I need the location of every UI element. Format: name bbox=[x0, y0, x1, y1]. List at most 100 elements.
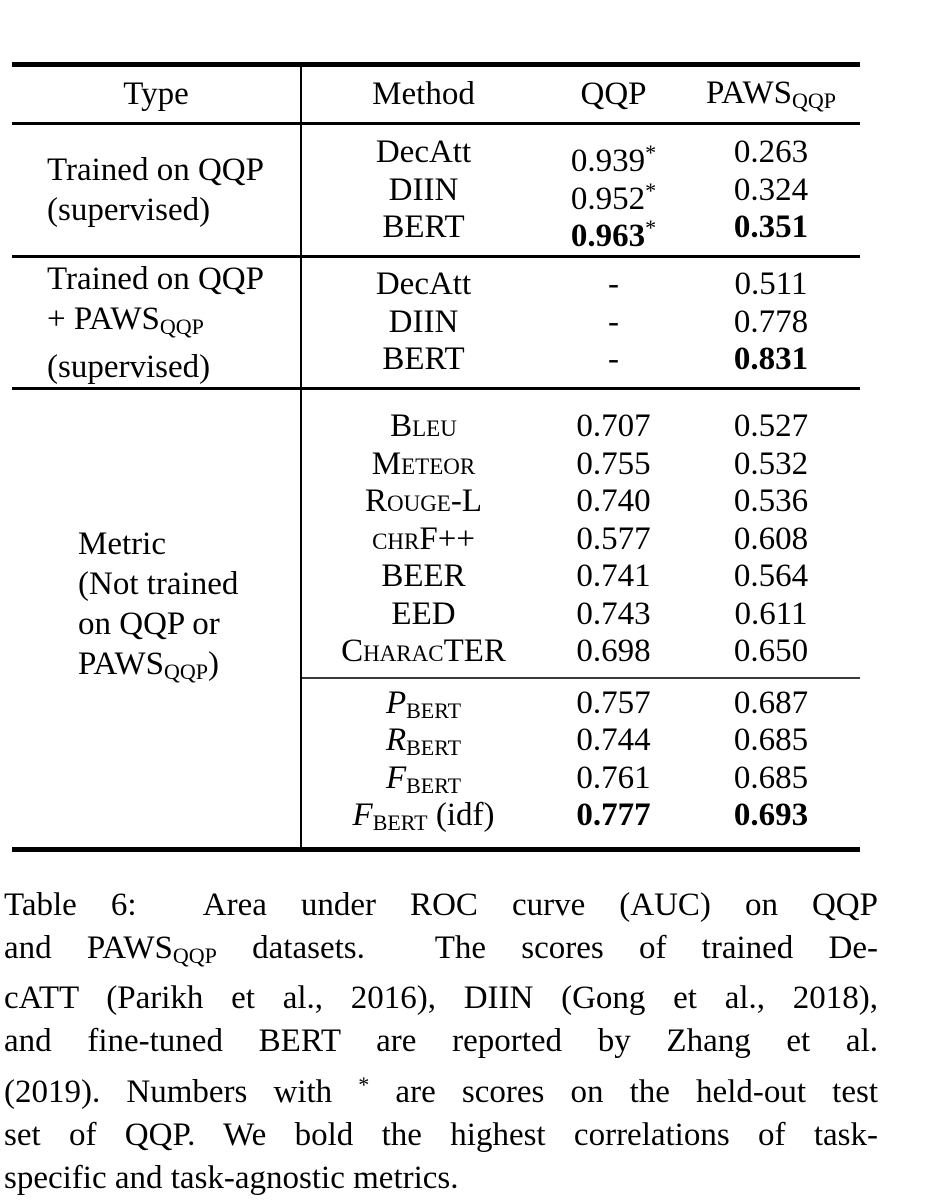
paws-cell: 0.564 bbox=[733, 558, 809, 594]
qqp-cell: 0.743 bbox=[576, 595, 651, 632]
group-metrics: Metric (Not trained on QQP or PAWSQQP) B… bbox=[12, 390, 860, 847]
type-line-text: + PAWS bbox=[47, 300, 160, 337]
group2-type-cell: Trained on QQP + PAWSQQP (supervised) bbox=[12, 258, 302, 387]
qqp-cell: 0.740 bbox=[576, 483, 651, 519]
header-type: Type bbox=[12, 67, 302, 122]
qqp-cell: 0.963* bbox=[545, 209, 682, 254]
table-row: FBERT (idf) 0.777 0.693 bbox=[302, 797, 860, 835]
group1-rows: DecAtt 0.939* 0.263 DIIN 0.952* 0.324 BE… bbox=[302, 125, 860, 255]
caption-text: (2019). Numbers with bbox=[4, 1074, 359, 1110]
table-row: BERT - 0.831 bbox=[302, 341, 860, 379]
star-superscript: * bbox=[645, 140, 657, 165]
group2-rows: DecAtt - 0.511 DIIN - 0.778 BERT - 0.831 bbox=[302, 258, 860, 387]
results-table: Type Method QQP PAWSQQP Trained on QQP (… bbox=[12, 62, 860, 852]
method-cell: EED bbox=[391, 595, 456, 632]
qqp-cell: 0.707 bbox=[576, 408, 651, 444]
caption-text: datasets. The scores of trained De- bbox=[216, 930, 878, 966]
paws-cell: 0.527 bbox=[733, 408, 809, 444]
table-row: DIIN 0.952* 0.324 bbox=[302, 171, 860, 217]
type-line: (supervised) bbox=[47, 192, 211, 228]
bertscore-letter: P bbox=[385, 684, 407, 721]
type-line: Trained on QQP bbox=[47, 152, 264, 188]
group3-rows: Bleu 0.707 0.527 Meteor 0.755 0.532 Roug… bbox=[302, 390, 860, 847]
paws-cell: 0.351 bbox=[733, 209, 809, 245]
method-cell: DIIN bbox=[388, 303, 459, 340]
paws-cell: 0.324 bbox=[733, 171, 809, 208]
paws-subscript: QQP bbox=[172, 943, 217, 968]
qqp-cell: 0.744 bbox=[576, 722, 651, 758]
qqp-value: 0.939 bbox=[570, 143, 646, 179]
method-cell: CharacTER bbox=[341, 633, 506, 669]
table-row: RBERT 0.744 0.685 bbox=[302, 722, 860, 760]
method-cell: BERT bbox=[382, 209, 465, 245]
bert-subscript: BERT bbox=[406, 772, 462, 798]
qqp-cell: 0.755 bbox=[576, 445, 651, 482]
paws-subscript: QQP bbox=[159, 313, 204, 339]
table-row: DIIN - 0.778 bbox=[302, 304, 860, 342]
group2-bottom-rule bbox=[12, 387, 860, 390]
table-row: BEER 0.741 0.564 bbox=[302, 558, 860, 596]
table-row: PBERT 0.757 0.687 bbox=[302, 685, 860, 723]
table-caption: Table 6: Area under ROC curve (AUC) on Q… bbox=[4, 884, 878, 1200]
type-line: (supervised) bbox=[47, 348, 211, 385]
paws-cell: 0.536 bbox=[733, 483, 809, 519]
table-header-row: Type Method QQP PAWSQQP bbox=[12, 67, 860, 122]
caption-line: specific and task-agnostic metrics. bbox=[4, 1160, 459, 1196]
method-cell: FBERT (idf) bbox=[302, 797, 545, 835]
table-row: Bleu 0.707 0.527 bbox=[302, 408, 860, 446]
header-qqp: QQP bbox=[545, 76, 682, 113]
paws-cell: 0.511 bbox=[734, 266, 808, 302]
method-cell: Meteor bbox=[371, 445, 476, 482]
table-row: Rouge-L 0.740 0.536 bbox=[302, 483, 860, 521]
bertscore-letter: R bbox=[385, 722, 407, 758]
caption-line: set of QQP. We bold the highest correlat… bbox=[4, 1117, 878, 1153]
group1-type-cell: Trained on QQP (supervised) bbox=[12, 125, 302, 255]
group3-type-cell: Metric (Not trained on QQP or PAWSQQP) bbox=[12, 390, 302, 847]
paws-cell: 0.685 bbox=[733, 759, 809, 796]
table-row: Meteor 0.755 0.532 bbox=[302, 446, 860, 484]
method-cell: chrF++ bbox=[372, 520, 475, 557]
table-row: DecAtt 0.939* 0.263 bbox=[302, 134, 860, 179]
qqp-value: 0.952 bbox=[570, 180, 646, 217]
group-trained-on-qqp-paws: Trained on QQP + PAWSQQP (supervised) De… bbox=[12, 258, 860, 387]
caption-line: cATT (Parikh et al., 2016), DIIN (Gong e… bbox=[4, 980, 878, 1016]
paws-cell: 0.608 bbox=[733, 520, 809, 557]
qqp-cell: 0.698 bbox=[576, 633, 651, 669]
paws-cell: 0.685 bbox=[733, 722, 809, 758]
type-line-text: ) bbox=[208, 646, 220, 683]
type-line: Trained on QQP bbox=[47, 260, 264, 297]
caption-line: Table 6: Area under ROC curve (AUC) on Q… bbox=[4, 887, 878, 923]
header-bottom-rule bbox=[12, 122, 860, 125]
qqp-cell: 0.761 bbox=[576, 759, 651, 796]
method-cell: BEER bbox=[381, 558, 466, 594]
type-line: PAWSQQP) bbox=[78, 644, 238, 692]
paws-cell: 0.532 bbox=[733, 445, 809, 482]
qqp-cell: - bbox=[608, 266, 619, 302]
caption-line: (2019). Numbers with * are scores on the… bbox=[4, 1063, 878, 1114]
group1-type-label: Trained on QQP (supervised) bbox=[47, 150, 264, 230]
paws-cell: 0.693 bbox=[733, 797, 809, 833]
paws-cell: 0.831 bbox=[733, 341, 809, 377]
method-cell: DecAtt bbox=[375, 266, 472, 302]
qqp-cell: - bbox=[608, 341, 619, 377]
qqp-cell: 0.577 bbox=[576, 520, 651, 557]
bert-subscript: BERT bbox=[372, 810, 428, 835]
method-cell: RBERT bbox=[302, 722, 545, 760]
method-cell: Rouge-L bbox=[364, 483, 483, 519]
qqp-value: 0.963 bbox=[570, 218, 646, 254]
qqp-cell: 0.777 bbox=[576, 797, 651, 833]
method-cell: DIIN bbox=[388, 171, 459, 208]
header-method-label: Method bbox=[372, 76, 475, 112]
header-method: Method bbox=[302, 76, 545, 113]
type-line: on QQP or bbox=[78, 606, 220, 643]
header-type-label: Type bbox=[123, 76, 189, 112]
paws-cell: 0.263 bbox=[733, 134, 809, 170]
group3-type-label: Metric (Not trained on QQP or PAWSQQP) bbox=[78, 524, 238, 692]
qqp-cell: 0.741 bbox=[576, 558, 651, 594]
type-line: (Not trained bbox=[78, 566, 239, 603]
star-superscript: * bbox=[645, 215, 657, 240]
table-row: chrF++ 0.577 0.608 bbox=[302, 521, 860, 559]
table-row: DecAtt - 0.511 bbox=[302, 266, 860, 304]
group2-type-label: Trained on QQP + PAWSQQP (supervised) bbox=[47, 259, 264, 387]
qqp-cell: 0.939* bbox=[545, 134, 682, 179]
